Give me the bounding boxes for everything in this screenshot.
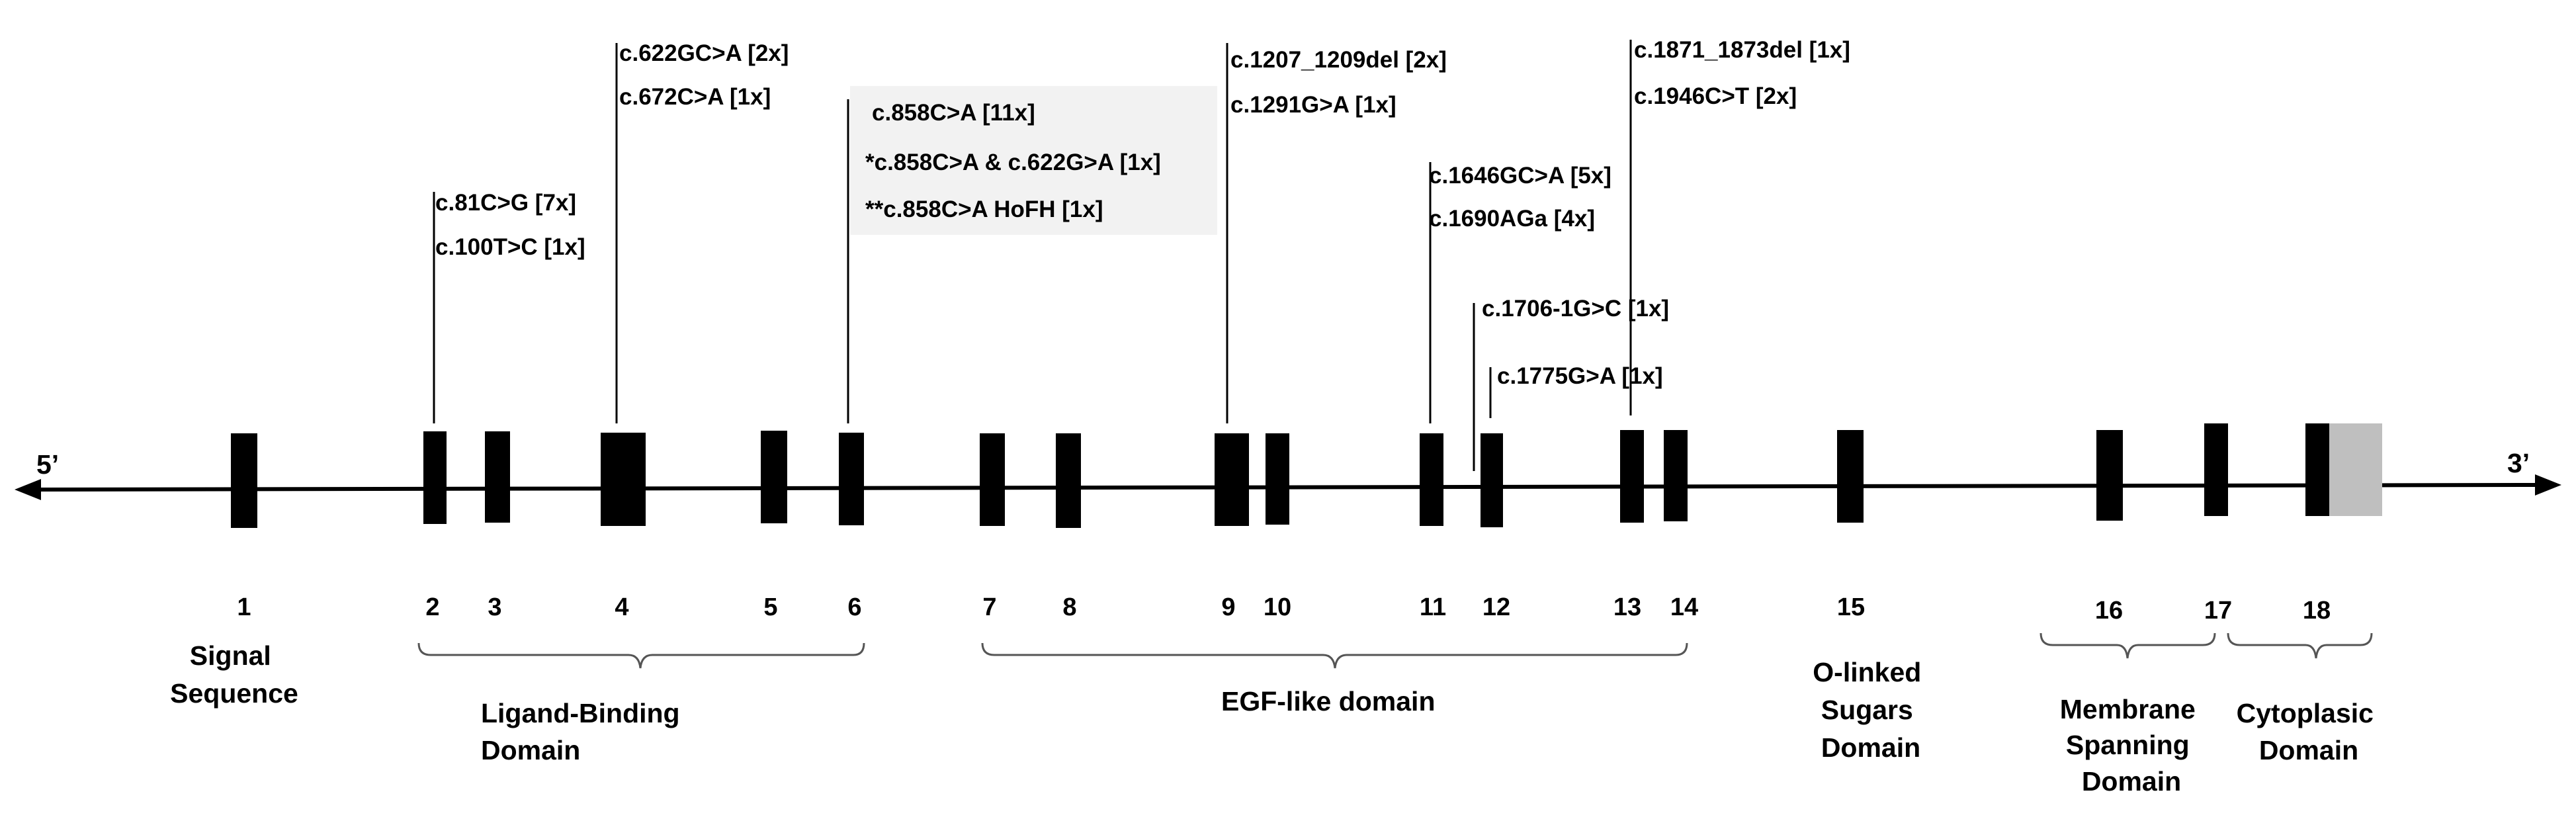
- domain-ligand-binding-label: Ligand-Binding Domain: [481, 698, 687, 765]
- exon-number: 11: [1420, 593, 1446, 621]
- exon-5-block: [761, 431, 787, 523]
- exon-18-block: [2305, 423, 2329, 516]
- domain-label-line: Signal: [190, 640, 271, 671]
- exon-blocks: [231, 423, 2382, 528]
- cytoplasic-bracket: [2227, 632, 2373, 659]
- mutation-label: c.1207_1209del [2x]: [1230, 47, 1447, 73]
- exon-3-block: [485, 431, 510, 523]
- exon-number: 6: [847, 593, 861, 621]
- mutation-label: c.1946C>T [2x]: [1634, 83, 1797, 109]
- domain-label-line: Domain: [2082, 766, 2181, 797]
- exon-number: 10: [1264, 593, 1291, 621]
- domain-brackets: [417, 632, 2373, 669]
- exon-number: 15: [1837, 593, 1865, 621]
- domain-label-line: EGF-like domain: [1221, 686, 1436, 716]
- mutation-labels: c.81C>G [7x] c.100T>C [1x] c.622GC>A [2x…: [435, 37, 1850, 389]
- exon-7-block: [980, 433, 1005, 526]
- mutation-label: **c.858C>A HoFH [1x]: [865, 196, 1103, 222]
- mutation-label: c.1291G>A [1x]: [1230, 92, 1396, 118]
- domain-cytoplasic-label: Cytoplasic Domain: [2237, 698, 2382, 765]
- egf-like-bracket: [981, 642, 1688, 669]
- domain-label-line: O-linked: [1813, 657, 1921, 687]
- exon6-mutation-box: [850, 86, 1217, 235]
- exon-17-block: [2204, 423, 2228, 516]
- exon-number: 14: [1670, 593, 1698, 621]
- exon-number: 17: [2204, 597, 2232, 625]
- exon-number: 16: [2095, 597, 2123, 625]
- exon-9-block: [1215, 433, 1249, 526]
- five-prime-label: 5’: [36, 449, 59, 480]
- mutation-label: c.1775G>A [1x]: [1497, 363, 1663, 389]
- exon-2-block: [423, 431, 447, 524]
- domain-label-line: Cytoplasic: [2237, 698, 2374, 728]
- mutation-leader-lines: [433, 40, 1632, 471]
- mutation-label: c.622GC>A [2x]: [619, 40, 789, 66]
- exon-number: 5: [763, 593, 777, 621]
- exon-numbers: 1 2 3 4 5 6 7 8 9 10 11 12 13 14 15 16 1…: [237, 593, 2331, 625]
- domain-labels: Signal Sequence Ligand-Binding Domain EG…: [170, 640, 2382, 797]
- mutation-label: c.100T>C [1x]: [435, 234, 585, 260]
- five-prime-arrowhead: [15, 479, 41, 500]
- mutation-label: *c.858C>A & c.622G>A [1x]: [865, 150, 1161, 175]
- domain-label-line: Spanning: [2066, 730, 2190, 760]
- domain-label-line: Domain: [2259, 735, 2358, 765]
- exon-15-block: [1837, 430, 1864, 523]
- domain-signal-sequence-label: Signal Sequence: [170, 640, 298, 709]
- domain-label-line: Sugars: [1821, 695, 1913, 725]
- exon-6-block: [839, 433, 864, 525]
- three-prime-label: 3’: [2507, 448, 2530, 478]
- mutation-label: c.858C>A [11x]: [872, 100, 1035, 126]
- exon-number: 3: [488, 593, 501, 621]
- exon-13-block: [1620, 430, 1644, 523]
- mutation-label: c.1646GC>A [5x]: [1429, 163, 1611, 189]
- exon-number: 13: [1613, 593, 1641, 621]
- ligand-binding-bracket: [417, 642, 865, 669]
- mutation-label: c.1690AGa [4x]: [1429, 206, 1595, 232]
- domain-label-line: Sequence: [170, 678, 298, 709]
- exon-number: 12: [1482, 593, 1510, 621]
- domain-label-line: Domain: [481, 735, 580, 765]
- exon-number: 2: [425, 593, 439, 621]
- membrane-spanning-bracket: [2039, 632, 2216, 659]
- domain-label-line: Domain: [1821, 732, 1920, 763]
- exon-11-block: [1420, 433, 1443, 526]
- domain-o-linked-sugars-label: O-linked Sugars Domain: [1813, 657, 1928, 763]
- exon-18-utr-block: [2329, 423, 2382, 516]
- exon-number: 4: [615, 593, 628, 621]
- exon-number: 1: [237, 593, 251, 621]
- mutation-label: c.672C>A [1x]: [619, 84, 771, 110]
- exon-number: 7: [982, 593, 996, 621]
- mutation-label: c.1706-1G>C [1x]: [1482, 296, 1669, 322]
- exon-8-block: [1056, 433, 1081, 528]
- domain-membrane-spanning-label: Membrane Spanning Domain: [2060, 694, 2203, 797]
- exon-number: 9: [1221, 593, 1235, 621]
- exon-14-block: [1664, 430, 1688, 521]
- exon-12-block: [1481, 433, 1503, 527]
- domain-egf-like-label: EGF-like domain: [1221, 686, 1436, 716]
- exon-1-block: [231, 433, 257, 528]
- mutation-label: c.81C>G [7x]: [435, 190, 576, 216]
- exon-4-block: [601, 433, 646, 526]
- three-prime-arrowhead: [2535, 474, 2561, 496]
- exon-16-block: [2096, 430, 2123, 521]
- domain-label-line: Ligand-Binding: [481, 698, 680, 728]
- domain-label-line: Membrane: [2060, 694, 2196, 724]
- exon-number: 8: [1062, 593, 1076, 621]
- exon-10-block: [1266, 433, 1289, 525]
- exon-number: 18: [2303, 597, 2331, 625]
- mutation-label: c.1871_1873del [1x]: [1634, 37, 1850, 63]
